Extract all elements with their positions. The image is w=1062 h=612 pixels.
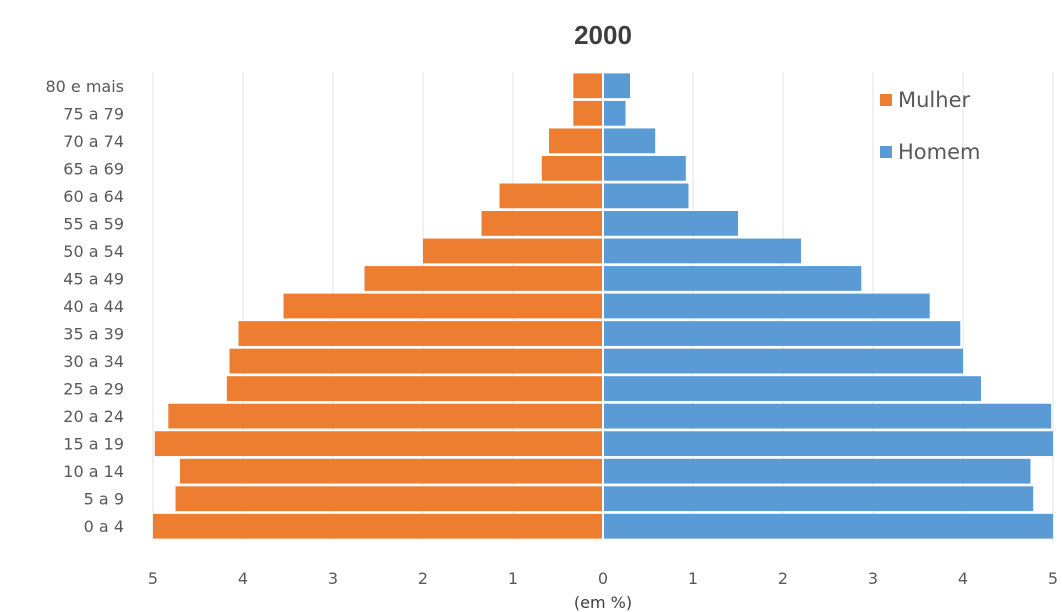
bar-mulher (481, 211, 603, 236)
bar-homem (603, 431, 1053, 457)
bar-homem (603, 486, 1034, 512)
bar-mulher (364, 266, 603, 291)
legend-swatch (880, 146, 892, 158)
bar-mulher (238, 321, 603, 346)
bar-mulher (423, 238, 603, 264)
x-tick-label: 2 (778, 569, 788, 588)
category-label: 50 a 54 (63, 242, 124, 261)
bars (153, 73, 1053, 539)
bar-homem (603, 73, 630, 99)
category-label: 75 a 79 (63, 104, 124, 123)
legend-swatch (880, 94, 892, 106)
bar-mulher (573, 100, 603, 126)
x-tick-label: 5 (148, 569, 158, 588)
bar-mulher (175, 486, 603, 512)
category-label: 15 a 19 (63, 435, 124, 454)
bar-mulher (153, 513, 603, 539)
bar-mulher (541, 155, 603, 181)
category-label: 60 a 64 (63, 187, 124, 206)
x-tick-label: 3 (868, 569, 878, 588)
bar-homem (603, 238, 801, 264)
bar-homem (603, 128, 656, 154)
x-tick-label: 4 (958, 569, 968, 588)
bar-homem (603, 293, 930, 319)
x-tick-label: 1 (508, 569, 518, 588)
x-tick-label: 5 (1048, 569, 1058, 588)
bar-homem (603, 458, 1031, 484)
x-tick-label: 3 (328, 569, 338, 588)
bar-homem (603, 348, 963, 374)
bar-homem (603, 376, 981, 401)
x-tick-label: 2 (418, 569, 428, 588)
category-label: 70 a 74 (63, 132, 124, 151)
category-label: 35 a 39 (63, 325, 124, 344)
category-label: 55 a 59 (63, 214, 124, 233)
bar-mulher (573, 73, 603, 99)
chart-title: 2000 (574, 20, 632, 50)
bar-mulher (154, 431, 604, 457)
category-label: 40 a 44 (63, 297, 124, 316)
bar-mulher (499, 183, 603, 209)
bar-homem (603, 155, 686, 181)
category-label: 0 a 4 (84, 517, 124, 536)
legend-label: Mulher (898, 88, 970, 112)
legend-label: Homem (898, 140, 980, 164)
x-tick-labels: 5 4 3 2 1 0 1 2 3 4 5 (148, 569, 1058, 588)
x-axis-label: (em %) (574, 593, 632, 612)
category-label: 5 a 9 (84, 490, 124, 509)
bar-mulher (283, 293, 603, 319)
bar-homem (603, 266, 862, 291)
bar-mulher (549, 128, 603, 154)
x-tick-label: 1 (688, 569, 698, 588)
category-label: 25 a 29 (63, 380, 124, 399)
category-labels: 0 a 4 5 a 9 10 a 14 15 a 19 20 a 24 25 a 29 30… (45, 77, 124, 536)
bar-homem (603, 513, 1053, 539)
category-label: 10 a 14 (63, 462, 124, 481)
category-label: 65 a 69 (63, 159, 124, 178)
bar-homem (603, 321, 961, 346)
bar-mulher (180, 458, 603, 484)
bar-mulher (226, 376, 604, 401)
bar-homem (603, 100, 626, 126)
legend: Mulher Homem (880, 88, 980, 164)
category-label: 45 a 49 (63, 269, 124, 288)
category-label: 20 a 24 (63, 407, 124, 426)
bar-homem (603, 403, 1052, 429)
bar-homem (603, 211, 738, 236)
category-label: 30 a 34 (63, 352, 124, 371)
bar-homem (603, 183, 689, 209)
bar-mulher (168, 403, 604, 429)
bar-mulher (229, 348, 603, 374)
x-tick-label: 4 (238, 569, 248, 588)
x-tick-label: 0 (598, 569, 608, 588)
category-label: 80 e mais (45, 77, 124, 96)
